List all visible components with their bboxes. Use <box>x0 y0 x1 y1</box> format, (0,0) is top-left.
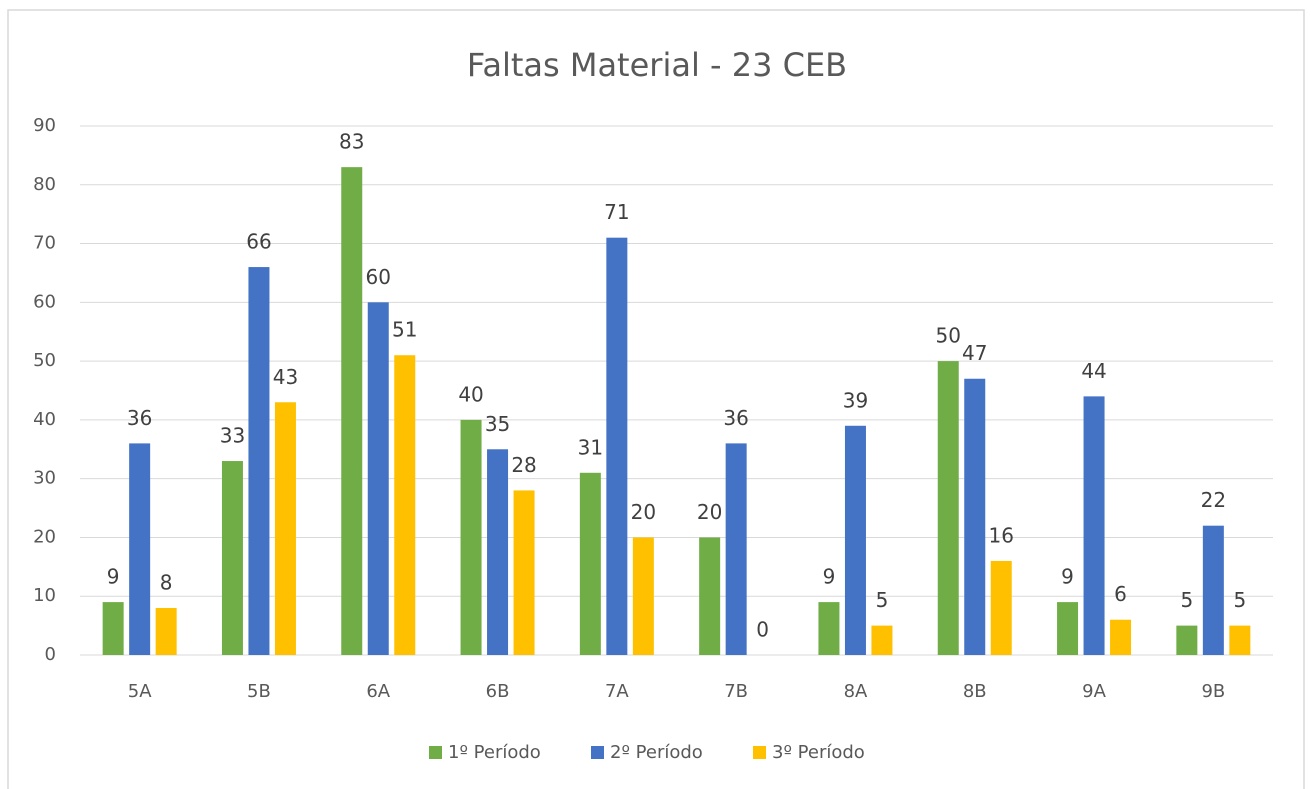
data-label: 51 <box>392 318 417 342</box>
y-tick-label: 90 <box>33 115 56 136</box>
legend-label: 3º Período <box>772 742 865 763</box>
data-label: 0 <box>756 618 769 642</box>
legend-swatch <box>753 746 766 759</box>
bar <box>937 361 959 655</box>
data-label: 5 <box>876 588 889 612</box>
data-label: 20 <box>631 500 656 524</box>
bar <box>367 302 389 655</box>
legend-swatch <box>429 746 442 759</box>
bar <box>248 267 270 655</box>
x-tick-label: 8B <box>963 681 987 702</box>
chart-frame <box>7 9 1305 789</box>
legend-label: 1º Período <box>448 742 541 763</box>
data-label: 39 <box>843 388 868 412</box>
bar <box>1202 525 1224 655</box>
x-tick-label: 5A <box>128 681 152 702</box>
x-tick-label: 7B <box>724 681 748 702</box>
data-label: 31 <box>578 435 603 459</box>
x-tick-label: 5B <box>247 681 271 702</box>
bar <box>487 449 509 655</box>
data-label: 71 <box>604 200 629 224</box>
bar <box>871 625 893 655</box>
y-tick-label: 30 <box>33 468 56 489</box>
data-label: 83 <box>339 130 364 154</box>
bar <box>606 237 628 655</box>
bar <box>844 425 866 655</box>
chart-title: Faltas Material - 23 CEB <box>467 46 847 84</box>
x-tick-label: 8A <box>844 681 868 702</box>
x-tick-label: 9A <box>1082 681 1106 702</box>
data-label: 44 <box>1081 359 1106 383</box>
legend-label: 2º Período <box>610 742 703 763</box>
y-tick-label: 60 <box>33 291 56 312</box>
bar <box>1083 396 1105 655</box>
data-label: 6 <box>1114 582 1127 606</box>
bar <box>1110 619 1132 655</box>
data-label: 33 <box>220 424 245 448</box>
data-label: 5 <box>1180 588 1193 612</box>
y-tick-label: 50 <box>33 350 56 371</box>
data-label: 9 <box>823 565 836 589</box>
data-label: 50 <box>936 324 961 348</box>
x-tick-label: 6B <box>486 681 510 702</box>
bar <box>513 490 535 655</box>
bar <box>1057 602 1079 655</box>
bar <box>964 378 986 655</box>
y-tick-label: 20 <box>33 526 56 547</box>
data-label: 9 <box>107 565 120 589</box>
bar <box>1229 625 1251 655</box>
bar <box>818 602 840 655</box>
bar <box>341 167 363 655</box>
bar <box>274 402 296 655</box>
y-tick-label: 10 <box>33 585 56 606</box>
bar <box>394 355 416 655</box>
data-label: 22 <box>1201 488 1226 512</box>
y-tick-label: 80 <box>33 174 56 195</box>
y-tick-label: 40 <box>33 409 56 430</box>
data-label: 8 <box>160 570 173 594</box>
data-label: 28 <box>511 453 536 477</box>
data-label: 60 <box>366 265 391 289</box>
data-label: 66 <box>246 230 271 254</box>
x-tick-label: 7A <box>605 681 629 702</box>
data-label: 43 <box>273 365 298 389</box>
data-label: 47 <box>962 341 987 365</box>
bar <box>579 472 601 655</box>
data-label: 5 <box>1233 588 1246 612</box>
x-tick-label: 9B <box>1201 681 1225 702</box>
y-tick-label: 0 <box>45 644 56 665</box>
data-label: 36 <box>127 406 152 430</box>
data-label: 9 <box>1061 565 1074 589</box>
bar <box>632 537 654 655</box>
bar <box>1176 625 1198 655</box>
data-label: 35 <box>485 412 510 436</box>
data-label: 20 <box>697 500 722 524</box>
x-tick-label: 6A <box>366 681 390 702</box>
data-label: 36 <box>723 406 748 430</box>
data-label: 40 <box>458 382 483 406</box>
y-tick-label: 70 <box>33 233 56 254</box>
bar <box>990 560 1012 655</box>
bar <box>129 443 151 655</box>
legend-swatch <box>591 746 604 759</box>
bar <box>102 602 124 655</box>
bar <box>725 443 747 655</box>
bar <box>221 461 243 655</box>
bar <box>699 537 721 655</box>
data-label: 16 <box>989 523 1014 547</box>
bar <box>460 419 482 655</box>
bar <box>155 607 177 655</box>
